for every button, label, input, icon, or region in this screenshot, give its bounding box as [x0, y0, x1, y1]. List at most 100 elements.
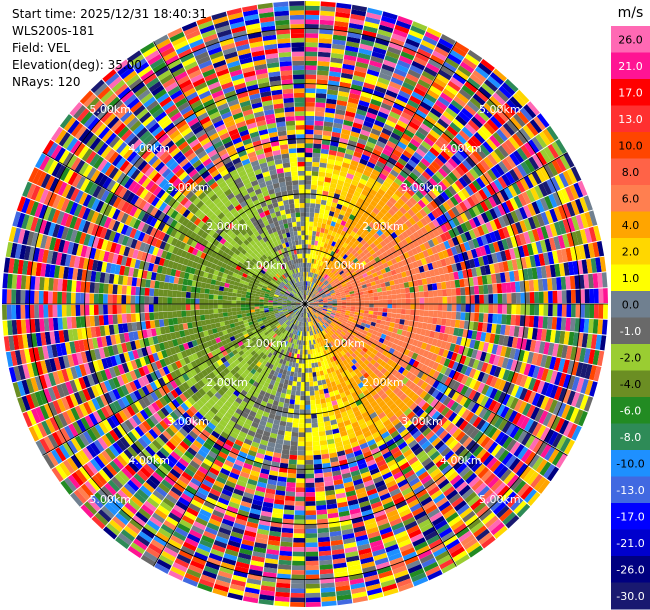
velocity-gate	[346, 306, 351, 309]
velocity-gate	[505, 155, 517, 169]
velocity-gate	[451, 311, 457, 320]
velocity-gate	[458, 176, 468, 188]
velocity-gate	[590, 334, 598, 350]
velocity-gate	[320, 227, 325, 233]
velocity-gate	[305, 349, 308, 355]
velocity-gate	[438, 204, 448, 214]
velocity-gate	[332, 276, 337, 281]
velocity-gate	[446, 264, 454, 273]
velocity-gate	[317, 417, 324, 423]
velocity-gate	[598, 288, 604, 304]
velocity-gate	[337, 268, 343, 274]
velocity-gate	[399, 206, 408, 215]
velocity-gate	[294, 399, 300, 405]
velocity-gate	[315, 399, 321, 405]
velocity-gate	[409, 172, 419, 181]
velocity-gate	[412, 181, 422, 190]
velocity-gate	[352, 274, 359, 279]
velocity-gate	[333, 118, 344, 125]
velocity-gate	[544, 238, 552, 252]
velocity-gate	[491, 344, 499, 355]
velocity-gate	[309, 300, 314, 303]
velocity-gate	[309, 305, 314, 307]
velocity-gate	[309, 300, 314, 303]
velocity-gate	[477, 225, 485, 236]
velocity-gate	[316, 280, 320, 285]
velocity-gate	[305, 134, 314, 139]
velocity-gate	[327, 285, 332, 289]
velocity-gate	[480, 58, 495, 72]
velocity-gate	[533, 279, 539, 292]
velocity-gate	[590, 258, 598, 273]
velocity-gate	[419, 297, 425, 304]
velocity-gate	[546, 125, 559, 141]
velocity-gate	[474, 312, 480, 322]
velocity-gate	[460, 304, 466, 312]
velocity-gate	[360, 281, 367, 286]
velocity-gate	[344, 153, 353, 160]
velocity-gate	[345, 294, 351, 298]
velocity-gate	[354, 239, 361, 246]
velocity-gate	[331, 241, 337, 247]
velocity-gate	[327, 278, 333, 283]
velocity-gate	[511, 304, 517, 315]
velocity-gate	[366, 69, 380, 77]
velocity-gate	[289, 454, 298, 460]
velocity-gate	[321, 139, 331, 146]
velocity-gate	[390, 76, 404, 86]
velocity-gate	[393, 323, 400, 329]
velocity-gate	[309, 302, 315, 304]
velocity-gate	[305, 409, 311, 415]
velocity-gate	[510, 223, 519, 236]
velocity-gate	[387, 234, 394, 242]
velocity-gate	[563, 331, 570, 345]
velocity-gate	[306, 295, 310, 300]
velocity-gate	[318, 265, 322, 271]
velocity-gate	[360, 91, 373, 99]
velocity-gate	[360, 204, 368, 212]
velocity-gate	[313, 289, 318, 294]
velocity-gate	[307, 272, 310, 277]
velocity-gate	[410, 117, 422, 127]
velocity-gate	[396, 174, 406, 183]
velocity-gate	[305, 556, 319, 562]
velocity-gate	[313, 299, 319, 302]
velocity-gate	[373, 300, 379, 304]
velocity-gate	[351, 9, 367, 17]
velocity-gate	[308, 297, 312, 301]
velocity-gate	[592, 350, 600, 366]
velocity-gate	[337, 179, 345, 186]
velocity-gate	[316, 514, 328, 520]
velocity-gate	[336, 294, 341, 298]
velocity-gate	[414, 309, 420, 316]
velocity-gate	[344, 278, 350, 283]
velocity-gate	[291, 574, 305, 580]
velocity-gate	[316, 226, 321, 233]
velocity-gate	[300, 345, 303, 350]
velocity-gate	[436, 226, 444, 235]
velocity-gate	[367, 177, 376, 185]
velocity-gate	[447, 53, 462, 65]
velocity-gate	[483, 304, 489, 313]
velocity-gate	[401, 298, 406, 304]
velocity-gate	[440, 34, 456, 46]
velocity-gate	[383, 204, 391, 212]
velocity-gate	[459, 278, 465, 288]
velocity-gate	[305, 496, 316, 502]
velocity-gate	[318, 426, 326, 432]
velocity-gate	[392, 165, 402, 174]
velocity-gate	[417, 79, 431, 89]
velocity-gate	[392, 148, 402, 158]
velocity-gate	[321, 144, 330, 150]
velocity-gate	[440, 233, 448, 242]
velocity-gate	[305, 478, 315, 483]
velocity-gate	[319, 15, 335, 21]
velocity-gate	[355, 301, 361, 304]
velocity-gate	[567, 217, 576, 232]
velocity-gate	[476, 203, 485, 214]
velocity-gate	[489, 72, 504, 85]
velocity-gate	[305, 74, 317, 80]
velocity-gate	[318, 270, 322, 276]
velocity-gate	[382, 308, 388, 313]
velocity-gate	[566, 304, 572, 318]
